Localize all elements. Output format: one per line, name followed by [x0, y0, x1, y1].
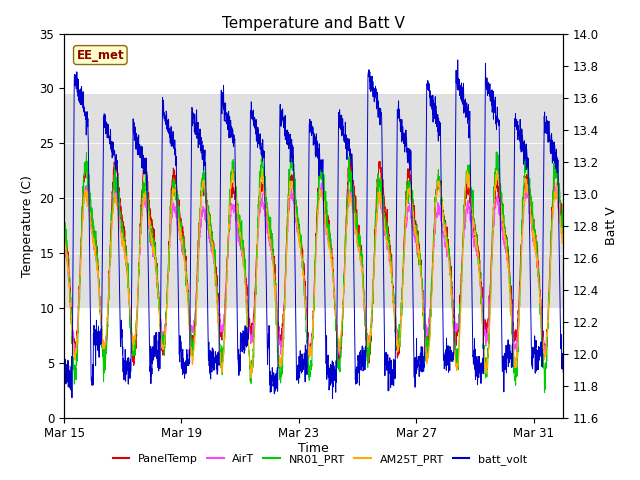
Title: Temperature and Batt V: Temperature and Batt V	[222, 16, 405, 31]
Bar	[64, 94, 563, 308]
X-axis label: Time: Time	[298, 442, 329, 455]
Text: EE_met: EE_met	[77, 48, 124, 61]
Legend: PanelTemp, AirT, NR01_PRT, AM25T_PRT, batt_volt: PanelTemp, AirT, NR01_PRT, AM25T_PRT, ba…	[108, 450, 532, 469]
Y-axis label: Temperature (C): Temperature (C)	[21, 175, 34, 276]
Y-axis label: Batt V: Batt V	[605, 206, 618, 245]
